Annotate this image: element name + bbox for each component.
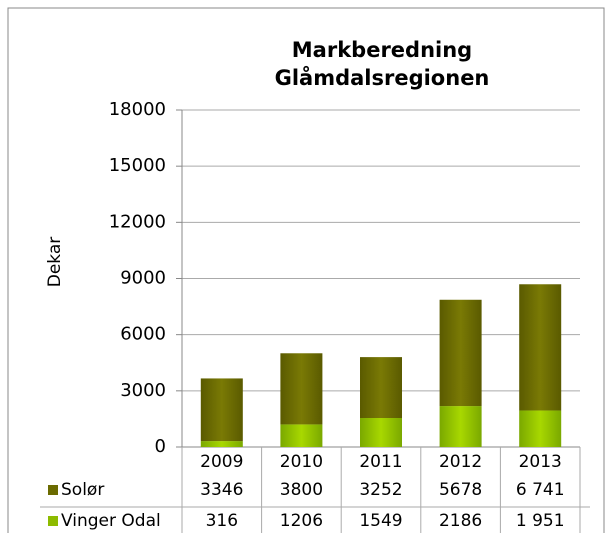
table-value: 1 951 [516,511,565,531]
bar-segment [439,299,482,407]
y-tick-label: 15000 [109,155,166,176]
bar-segment [280,424,323,447]
bar-segment [280,353,323,425]
x-tick-label: 2012 [439,452,482,472]
bar-segment [519,284,562,411]
table-value: 3800 [280,480,323,500]
y-tick-label: 18000 [109,99,166,120]
frame [7,7,605,533]
table-value: 5678 [439,480,482,500]
bar-segment [439,406,482,447]
table-value: 316 [206,511,238,531]
table-value: 2186 [439,511,482,531]
legend-label: Vinger Odal [61,511,161,531]
legend-key [48,485,58,495]
x-tick-label: 2010 [280,452,323,472]
table-value: 1549 [359,511,402,531]
legend-label: Solør [61,480,104,500]
y-tick-label: 0 [155,436,166,457]
y-tick-label: 9000 [120,268,166,289]
table-value: 1206 [280,511,323,531]
y-tick-label: 12000 [109,211,166,232]
y-axis-label: Dekar [45,237,65,288]
bar-segment [360,417,402,447]
bar-segment [360,357,402,418]
table-value: 3346 [200,480,243,500]
y-tick-label: 6000 [120,324,166,345]
legend-key [48,516,58,526]
chart-title: Markberedning Glåmdalsregionen [274,38,490,90]
bar-segment [200,378,243,442]
bar-segment [200,441,243,447]
x-tick-label: 2011 [359,452,402,472]
x-tick-label: 2009 [200,452,243,472]
table-value: 3252 [359,480,402,500]
y-tick-label: 3000 [120,380,166,401]
bar-segment [519,410,562,447]
table-value: 6 741 [516,480,565,500]
x-tick-label: 2013 [519,452,562,472]
